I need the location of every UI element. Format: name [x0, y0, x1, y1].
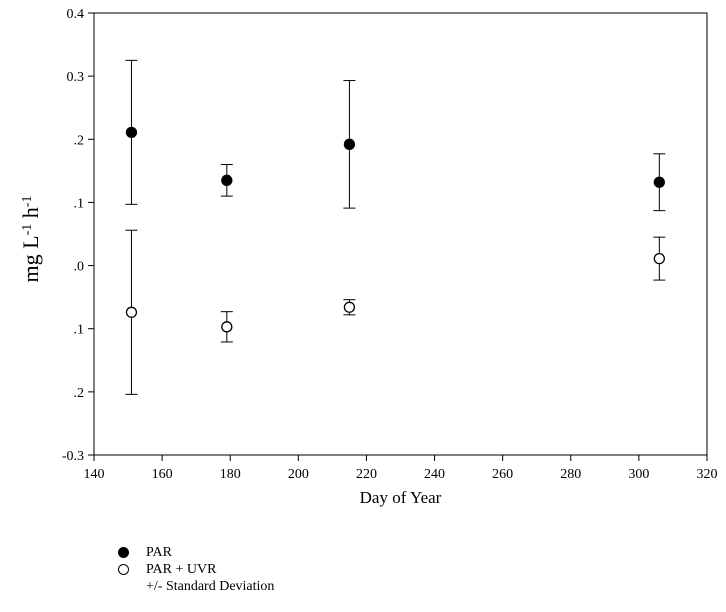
data-points	[125, 59, 666, 395]
open-circle-marker-icon	[118, 564, 129, 575]
x-tick-label: 140	[84, 467, 105, 482]
x-tick-label: 180	[220, 467, 241, 482]
legend-item-par-uvr: PAR + UVR	[118, 561, 274, 578]
y-axis-title: mg L-1 h-1	[18, 196, 43, 283]
y-axis-title-exponent: -1	[20, 196, 35, 208]
y-axis-title-part: L	[18, 235, 43, 248]
legend-item-par: PAR	[118, 544, 274, 561]
y-tick-label: 0.4	[67, 7, 85, 22]
data-point-par	[221, 174, 233, 186]
x-tick-label: 300	[628, 467, 649, 482]
scatter-chart: 140 160 180 200 220 240 260 280 300 320 0.4 0.3 .2.…	[18, 7, 718, 507]
filled-circle-marker-icon	[118, 547, 129, 558]
x-tick-label: 220	[356, 467, 377, 482]
y-tick-label: .2	[74, 133, 85, 148]
y-tick-label: -0.3	[62, 449, 84, 464]
y-tick-label: 0.3	[67, 70, 85, 85]
x-axis-title: Day of Year	[360, 488, 442, 507]
data-point-par	[653, 176, 665, 188]
data-point-par-uvr	[125, 306, 138, 318]
y-tick-label: .2	[74, 386, 85, 401]
data-point-par	[125, 126, 138, 138]
x-tick-label: 160	[152, 467, 173, 482]
y-tick-label: .1	[74, 196, 85, 211]
data-point-par-uvr	[221, 321, 233, 333]
legend-note: +/- Standard Deviation	[146, 579, 275, 594]
x-axis-ticks: 140 160 180 200 220 240 260 280 300 320	[84, 455, 718, 482]
data-point-par-uvr	[343, 301, 356, 313]
x-tick-label: 280	[560, 467, 581, 482]
y-axis-title-exponent: -1	[20, 224, 35, 236]
data-point-par-uvr	[653, 252, 665, 265]
y-axis-ticks: 0.4 0.3 .2 .1 .0 .1 .2 -0.3	[62, 7, 94, 464]
x-tick-label: 200	[288, 467, 309, 482]
plot-frame	[93, 12, 708, 456]
y-tick-label: .0	[74, 260, 85, 275]
legend-label-par-uvr: PAR + UVR	[146, 562, 217, 577]
y-axis-title-part: mg	[18, 254, 43, 282]
x-tick-label: 240	[424, 467, 445, 482]
x-tick-label: 260	[492, 467, 513, 482]
y-tick-label: .1	[74, 323, 85, 338]
data-point-par	[343, 138, 356, 150]
y-axis-title-part: h	[18, 207, 43, 218]
legend-label-par: PAR	[146, 545, 172, 560]
legend: PAR PAR + UVR +/- Standard Deviation	[118, 544, 274, 595]
x-tick-label: 320	[697, 467, 718, 482]
